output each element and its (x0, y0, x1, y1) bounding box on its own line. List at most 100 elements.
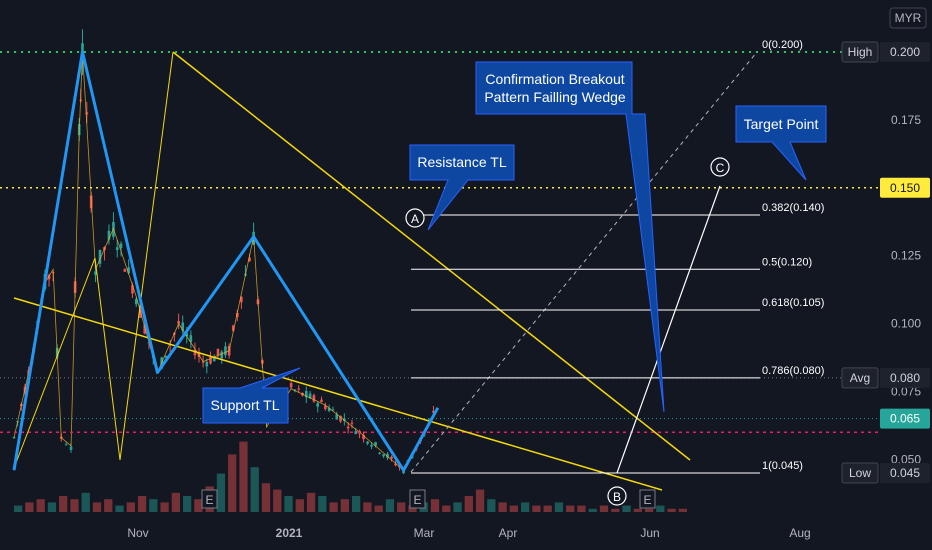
candle-body (85, 112, 89, 115)
fib-level-label: 0.5(0.120) (762, 256, 812, 268)
currency-label: MYR (895, 11, 922, 25)
volume-bar (453, 502, 462, 512)
volume-bar (261, 483, 271, 512)
candle-body (346, 426, 350, 429)
candle-body (69, 446, 73, 450)
volume-bar (633, 508, 642, 512)
candle-body (390, 456, 393, 459)
volume-bar (115, 505, 124, 512)
low-tag-label-box (841, 462, 879, 484)
volume-bar (509, 505, 518, 512)
volume-bar (678, 508, 687, 512)
fib-level-label: 0(0.200) (762, 39, 803, 51)
volume-bar (104, 499, 113, 512)
candle-body (374, 442, 377, 446)
candle-body (201, 361, 205, 363)
callout-target-text: Target Point (744, 116, 819, 132)
candle-body (98, 249, 102, 264)
fib-retracement: 0(0.200) 0.382(0.140) 0.5(0.120) 0.618(0.10… (411, 39, 824, 474)
volume-bar (611, 508, 620, 512)
candle-body (350, 422, 354, 424)
candle-body (94, 271, 97, 275)
candle-body (189, 335, 193, 342)
y-tick-label: 0.050 (891, 452, 921, 466)
volume-bar (47, 502, 57, 512)
volume-bar (554, 502, 564, 512)
avg-tag-label-box (841, 367, 879, 389)
volume-bar (194, 499, 203, 512)
volume-bar (430, 499, 440, 512)
candle-body (312, 395, 316, 402)
candle-body (378, 452, 381, 454)
candle-body (308, 393, 312, 399)
avg-tag-value-box (880, 367, 930, 388)
candle-body (177, 320, 180, 324)
volume-bar (352, 496, 361, 512)
x-tick-label: Jun (640, 526, 659, 540)
fib-level-label: 0.786(0.080) (762, 365, 824, 377)
event-marker-3-label: E (643, 493, 651, 507)
fib-level-label: 0.618(0.105) (762, 297, 824, 309)
x-tick-label: Mar (414, 526, 435, 540)
volume-bar (70, 499, 79, 512)
volume-bar (81, 492, 90, 512)
x-tick-label: Nov (127, 526, 148, 540)
volume-bar (521, 502, 530, 512)
event-marker-2-label: E (413, 493, 421, 507)
volume-bar (149, 499, 158, 512)
callout-breakout[interactable]: Confirmation Breakout Pattern Failling W… (475, 61, 665, 413)
volume-bar (532, 505, 541, 512)
high-tag-value-box (880, 42, 930, 62)
callout-support[interactable]: Support TL (202, 367, 301, 424)
candle-body (324, 405, 327, 410)
candle-body (305, 390, 308, 398)
volume-bar (408, 505, 417, 512)
candle-body (181, 322, 185, 331)
price-axis[interactable] (878, 0, 932, 550)
candle-body (320, 399, 323, 402)
candle-body (297, 388, 301, 390)
volume-bar (228, 454, 237, 512)
x-tick-label: Apr (499, 526, 518, 540)
candle-body (386, 453, 389, 459)
candle-body (212, 356, 216, 362)
volume-bar (126, 502, 135, 512)
volume-bar (644, 508, 654, 512)
volume-bar (543, 505, 552, 512)
candle-body (143, 324, 147, 334)
volume-bar (487, 499, 496, 512)
point-a-label: A (411, 212, 419, 226)
event-marker-3[interactable]: E (639, 489, 656, 509)
candle-body (354, 431, 358, 435)
drawing-lines (0, 50, 878, 491)
candle-body (248, 257, 251, 262)
volume-bar (273, 489, 282, 512)
last-tag-value: 0.065 (890, 412, 920, 426)
candle-body (205, 361, 209, 367)
volume-bar (14, 505, 23, 512)
event-marker-1[interactable]: E (201, 489, 218, 509)
candle-body (382, 454, 385, 457)
volume-bar (295, 499, 304, 512)
callout-resistance[interactable]: Resistance TL (409, 144, 515, 231)
low-tag-value: 0.045 (890, 466, 920, 480)
callout-target[interactable]: Target Point (735, 105, 827, 181)
event-marker-1-label: E (205, 493, 213, 507)
candle-body (164, 355, 168, 358)
volume-bar (239, 441, 248, 512)
candle-body (47, 275, 51, 280)
volume-bar (25, 502, 34, 512)
volume-bar (306, 492, 316, 512)
volume-bar (36, 499, 45, 512)
resistance-trendline (172, 51, 691, 461)
point-c: C (710, 157, 730, 177)
volume-bar (59, 496, 68, 512)
x-tick-label: Aug (789, 526, 810, 540)
high-tag-value: 0.200 (890, 45, 920, 59)
volume-bar (250, 467, 259, 512)
event-marker-2[interactable]: E (409, 489, 426, 509)
candle-body (316, 403, 320, 407)
currency-badge[interactable] (889, 7, 927, 29)
